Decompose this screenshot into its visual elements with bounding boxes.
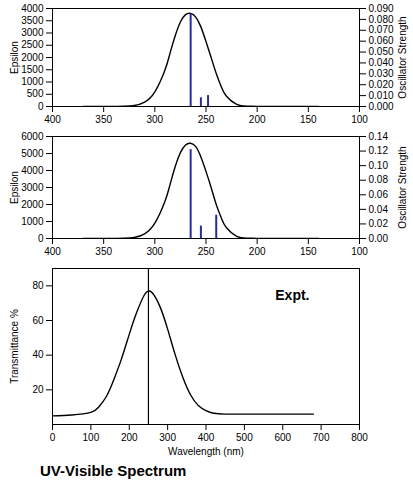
svg-text:250: 250: [198, 114, 215, 125]
svg-text:0.050: 0.050: [369, 46, 394, 57]
svg-text:0.04: 0.04: [369, 204, 389, 215]
svg-text:2500: 2500: [21, 39, 44, 50]
svg-text:0.090: 0.090: [369, 3, 394, 14]
svg-text:300: 300: [146, 114, 163, 125]
svg-text:2000: 2000: [21, 199, 44, 210]
svg-text:400: 400: [44, 114, 61, 125]
svg-text:0.030: 0.030: [369, 68, 394, 79]
svg-text:Transmittance %: Transmittance %: [9, 309, 20, 384]
svg-text:1000: 1000: [21, 76, 44, 87]
svg-text:Oscillator Strength: Oscillator Strength: [397, 16, 408, 98]
svg-text:400: 400: [198, 432, 215, 443]
svg-text:150: 150: [300, 246, 317, 257]
svg-text:0.000: 0.000: [369, 101, 394, 112]
svg-text:400: 400: [44, 246, 61, 257]
svg-text:Expt.: Expt.: [275, 287, 309, 303]
svg-text:0: 0: [38, 101, 44, 112]
svg-text:500: 500: [27, 88, 44, 99]
svg-text:6000: 6000: [21, 131, 44, 142]
svg-text:0: 0: [38, 233, 44, 244]
svg-text:1500: 1500: [21, 64, 44, 75]
svg-text:0.010: 0.010: [369, 90, 394, 101]
svg-text:60: 60: [32, 315, 44, 326]
svg-text:0.12: 0.12: [369, 145, 389, 156]
svg-text:0.080: 0.080: [369, 14, 394, 25]
svg-text:Oscillator Strength: Oscillator Strength: [397, 146, 408, 228]
html-text:UV-Visible Spectrum: UV-Visible Spectrum: [40, 462, 187, 479]
svg-text:800: 800: [351, 432, 368, 443]
svg-text:100: 100: [351, 246, 368, 257]
svg-text:200: 200: [249, 246, 266, 257]
svg-text:80: 80: [32, 280, 44, 291]
svg-text:0.00: 0.00: [369, 233, 389, 244]
svg-text:100: 100: [351, 114, 368, 125]
svg-text:2000: 2000: [21, 52, 44, 63]
svg-text:4000: 4000: [21, 165, 44, 176]
svg-text:Epsilon: Epsilon: [9, 171, 20, 204]
svg-text:40: 40: [32, 349, 44, 360]
svg-text:Epsilon: Epsilon: [9, 41, 20, 74]
svg-text:250: 250: [198, 246, 215, 257]
svg-text:0.06: 0.06: [369, 189, 389, 200]
svg-text:100: 100: [83, 432, 100, 443]
svg-text:0.020: 0.020: [369, 79, 394, 90]
svg-text:0.02: 0.02: [369, 218, 389, 229]
svg-text:500: 500: [236, 432, 253, 443]
svg-text:700: 700: [313, 432, 330, 443]
svg-text:300: 300: [146, 246, 163, 257]
svg-text:350: 350: [95, 246, 112, 257]
svg-text:20: 20: [32, 384, 44, 395]
svg-text:0.060: 0.060: [369, 35, 394, 46]
svg-text:Wavelength (nm): Wavelength (nm): [168, 446, 244, 457]
svg-text:4000: 4000: [21, 3, 44, 14]
svg-text:3000: 3000: [21, 182, 44, 193]
svg-text:0.08: 0.08: [369, 174, 389, 185]
svg-text:0: 0: [50, 432, 56, 443]
svg-text:3500: 3500: [21, 15, 44, 26]
svg-text:350: 350: [95, 114, 112, 125]
svg-text:300: 300: [159, 432, 176, 443]
svg-text:5000: 5000: [21, 148, 44, 159]
svg-text:1000: 1000: [21, 216, 44, 227]
svg-text:200: 200: [249, 114, 266, 125]
svg-text:0.040: 0.040: [369, 57, 394, 68]
svg-text:150: 150: [300, 114, 317, 125]
svg-text:3000: 3000: [21, 27, 44, 38]
svg-text:200: 200: [121, 432, 138, 443]
svg-text:0.10: 0.10: [369, 160, 389, 171]
svg-text:0.070: 0.070: [369, 24, 394, 35]
svg-text:600: 600: [274, 432, 291, 443]
svg-text:0.14: 0.14: [369, 131, 389, 142]
